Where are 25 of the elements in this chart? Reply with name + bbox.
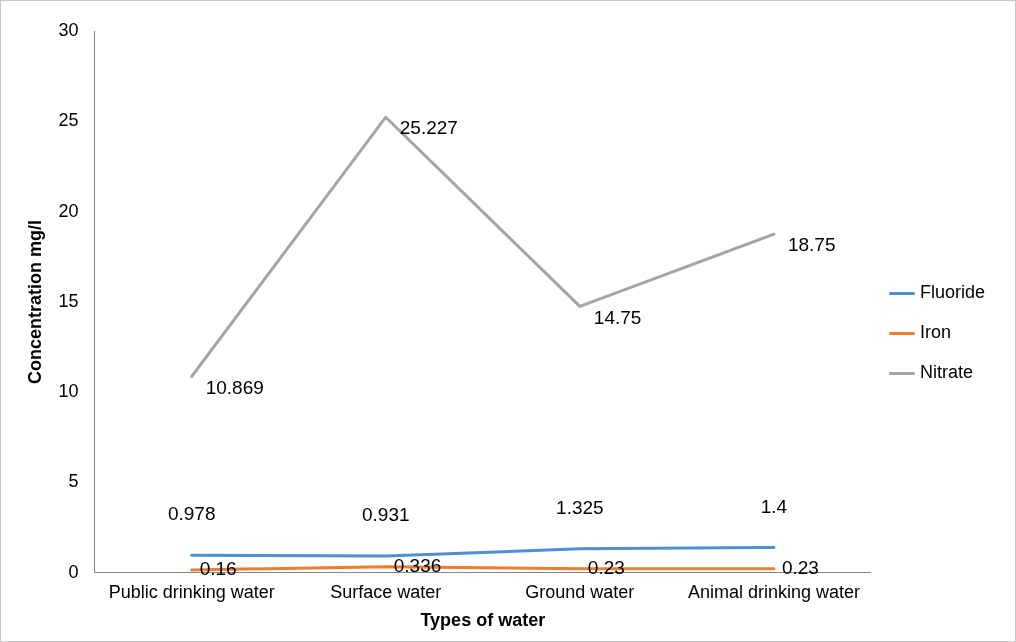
data-label: 18.75 bbox=[787, 234, 836, 256]
legend-label: Nitrate bbox=[919, 362, 973, 383]
data-label: 1.325 bbox=[556, 497, 604, 519]
y-tick-label: 5 bbox=[68, 471, 79, 492]
y-tick-label: 15 bbox=[58, 290, 79, 311]
data-label: 1.4 bbox=[760, 495, 788, 517]
legend-label: Fluoride bbox=[919, 282, 985, 303]
y-axis-title: Concentration mg/l bbox=[24, 219, 45, 384]
data-label: 0.931 bbox=[361, 504, 410, 526]
x-axis-title: Types of water bbox=[420, 610, 546, 631]
x-tick-label: Ground water bbox=[525, 581, 635, 602]
y-tick-label: 0 bbox=[68, 561, 79, 582]
x-tick-label: Surface water bbox=[330, 581, 442, 602]
y-tick-label: 10 bbox=[58, 381, 79, 402]
y-tick-label: 20 bbox=[58, 200, 79, 221]
data-label: 10.869 bbox=[205, 376, 264, 398]
data-label: 0.978 bbox=[167, 503, 216, 525]
data-label: 14.75 bbox=[593, 306, 642, 328]
data-label: 25.227 bbox=[399, 117, 458, 139]
data-label: 0.23 bbox=[781, 556, 819, 578]
legend-label: Iron bbox=[919, 322, 951, 343]
y-tick-label: 25 bbox=[58, 110, 79, 131]
y-tick-label: 30 bbox=[58, 19, 79, 40]
x-tick-label: Public drinking water bbox=[108, 581, 275, 602]
x-tick-label: Animal drinking water bbox=[687, 581, 860, 602]
